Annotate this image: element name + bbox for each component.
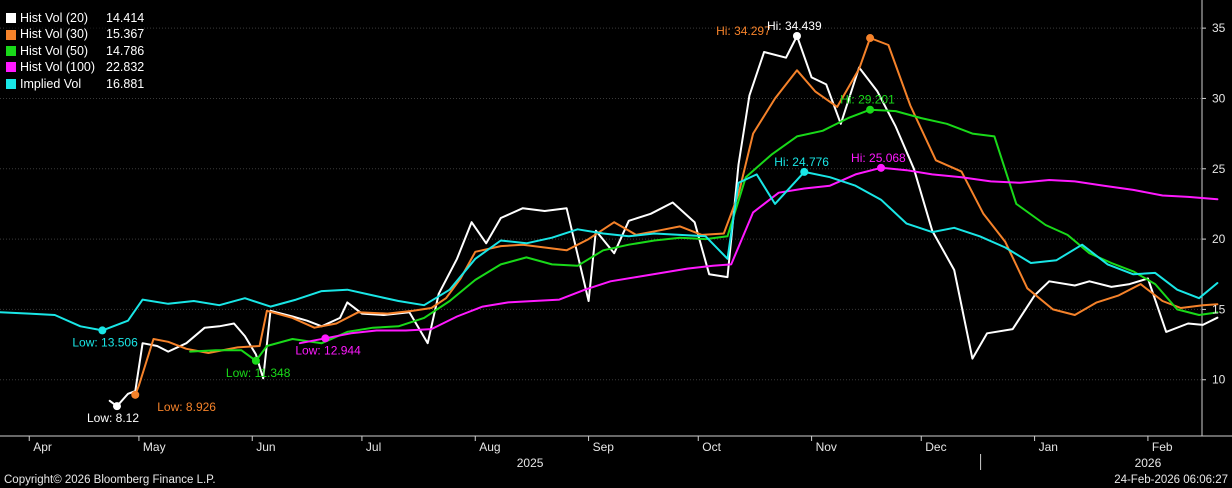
- annotation-label: Hi: 29.201: [840, 93, 895, 107]
- series-layer: [0, 35, 1219, 408]
- legend-item[interactable]: Hist Vol (20) 14.414: [6, 10, 144, 26]
- annotation-label: Low: 11.348: [226, 366, 291, 380]
- legend-item[interactable]: Hist Vol (50) 14.786: [6, 43, 144, 59]
- series-line-hist-vol-100: [298, 166, 1219, 345]
- legend-item[interactable]: Implied Vol 16.881: [6, 76, 144, 92]
- legend-item[interactable]: Hist Vol (30) 15.367: [6, 26, 144, 42]
- legend-series-name: Hist Vol (100): [20, 60, 96, 75]
- legend-swatch: [6, 46, 16, 57]
- legend-series-name: Implied Vol: [20, 76, 82, 91]
- series-line-hist-vol-20: [108, 35, 1219, 408]
- annotation-label: Low: 12.944: [295, 343, 361, 357]
- annotation-marker: [866, 105, 875, 114]
- annotation-marker: [112, 402, 121, 411]
- series-line-implied-vol: [0, 170, 1219, 332]
- legend-item[interactable]: Hist Vol (100) 22.832: [6, 59, 144, 75]
- x-tick-label: Jan: [1039, 440, 1058, 454]
- legend-swatch: [6, 62, 16, 73]
- annotation-marker: [866, 34, 875, 43]
- annotation-label: Hi: 34.439: [767, 19, 822, 33]
- annotation-marker: [321, 334, 330, 343]
- y-tick-label: 25: [1212, 162, 1226, 176]
- x-year-label: 2026: [1135, 456, 1162, 470]
- annotation-marker: [877, 163, 886, 172]
- series-line-hist-vol-50: [189, 108, 1219, 362]
- annotation-label: Hi: 24.776: [774, 155, 829, 169]
- legend-series-name: Hist Vol (30): [20, 27, 89, 42]
- grid: [0, 27, 1202, 381]
- plot-background: [0, 0, 1202, 436]
- axis-frame: [0, 0, 1232, 437]
- legend-swatch: [6, 29, 16, 40]
- annotation-marker: [800, 167, 809, 176]
- annotation-label: Low: 8.926: [157, 400, 216, 414]
- x-tick-label: Jun: [256, 440, 275, 454]
- legend-series-value: 22.832: [106, 60, 145, 75]
- annotation-label: Hi: 25.068: [851, 151, 906, 165]
- annotation-label: Low: 13.506: [72, 335, 138, 349]
- x-year-label: 2025: [517, 456, 544, 470]
- y-tick-label: 15: [1212, 302, 1226, 316]
- legend: Hist Vol (20) 14.414 Hist Vol (30) 15.36…: [6, 10, 145, 93]
- x-tick-label: May: [143, 440, 166, 454]
- x-tick-label: Oct: [702, 440, 721, 454]
- annotation-marker: [98, 326, 107, 335]
- annotation-label: Low: 8.12: [87, 411, 139, 425]
- series-line-hist-vol-30: [134, 37, 1219, 396]
- x-tick-label: Dec: [925, 440, 946, 454]
- x-tick-label: Sep: [593, 440, 615, 454]
- x-tick-label: Jul: [366, 440, 381, 454]
- annotation-marker: [131, 390, 140, 399]
- legend-swatch: [6, 78, 16, 89]
- legend-swatch: [6, 13, 16, 24]
- x-tick-label: Apr: [33, 440, 52, 454]
- x-tick-label: Feb: [1152, 440, 1173, 454]
- y-tick-label: 20: [1212, 232, 1226, 246]
- annotation-label: Hi: 34.297: [716, 24, 771, 38]
- legend-series-value: 16.881: [106, 76, 145, 91]
- y-tick-label: 35: [1212, 21, 1226, 35]
- legend-series-value: 15.367: [106, 27, 145, 42]
- y-tick-label: 30: [1212, 91, 1226, 105]
- y-axis: 10 15 20 25 30 35: [1202, 21, 1226, 387]
- timestamp-text: 24-Feb-2026 06:06:27: [1114, 474, 1228, 486]
- annotation-marker: [251, 356, 260, 365]
- legend-series-value: 14.414: [106, 11, 145, 25]
- x-axis: Apr May Jun Jul Aug Sep Oct Nov Dec Jan Feb 2025 202…: [28, 436, 1173, 470]
- x-tick-label: Nov: [816, 440, 837, 454]
- y-tick-label: 10: [1212, 373, 1226, 387]
- annotation-marker: [792, 32, 801, 41]
- legend-series-name: Hist Vol (50): [20, 43, 89, 58]
- legend-series-value: 14.786: [106, 43, 145, 58]
- x-tick-label: Aug: [479, 440, 500, 454]
- copyright-text: Copyright© 2026 Bloomberg Finance L.P.: [4, 474, 216, 486]
- legend-series-name: Hist Vol (20): [20, 11, 89, 25]
- annotation-layer: Low: 8.12 Low: 8.926 Low: 13.506 Low: 11.34…: [72, 19, 906, 425]
